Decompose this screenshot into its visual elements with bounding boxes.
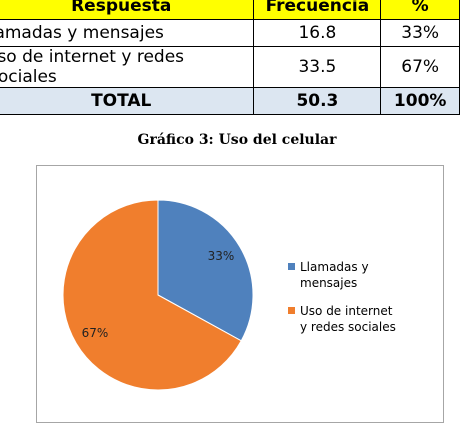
legend-item: Uso de internet y redes sociales <box>288 303 400 335</box>
frequency-table: Respuesta Frecuencia % llamadas y mensaj… <box>0 0 460 115</box>
row-label: Uso de internet y redes sociales <box>0 46 255 88</box>
table-row: Uso de internet y redes sociales 33.5 67… <box>0 46 460 88</box>
legend-swatch <box>288 307 295 314</box>
header-frecuencia: Frecuencia <box>253 0 382 20</box>
row-frequency: 16.8 <box>253 19 382 47</box>
chart-legend: Llamadas y mensajes Uso de internet y re… <box>288 259 400 347</box>
pie-slice <box>62 199 242 391</box>
pie-data-label: 33% <box>208 249 235 263</box>
legend-label: Llamadas y mensajes <box>300 260 369 290</box>
legend-label: Uso de internet y redes sociales <box>300 304 396 334</box>
total-label: TOTAL <box>0 87 255 115</box>
legend-swatch <box>288 263 295 270</box>
chart-caption: Gráfico 3: Uso del celular <box>137 132 337 148</box>
row-label: llamadas y mensajes <box>0 19 255 47</box>
total-frequency: 50.3 <box>253 87 382 115</box>
legend-item: Llamadas y mensajes <box>288 259 400 291</box>
row-frequency: 33.5 <box>253 46 382 88</box>
table-total-row: TOTAL 50.3 100% <box>0 87 460 115</box>
pie-data-label: 67% <box>82 326 109 340</box>
pie-slice <box>157 199 254 342</box>
total-percent: 100% <box>380 87 460 115</box>
table-row: llamadas y mensajes 16.8 33% <box>0 19 460 47</box>
